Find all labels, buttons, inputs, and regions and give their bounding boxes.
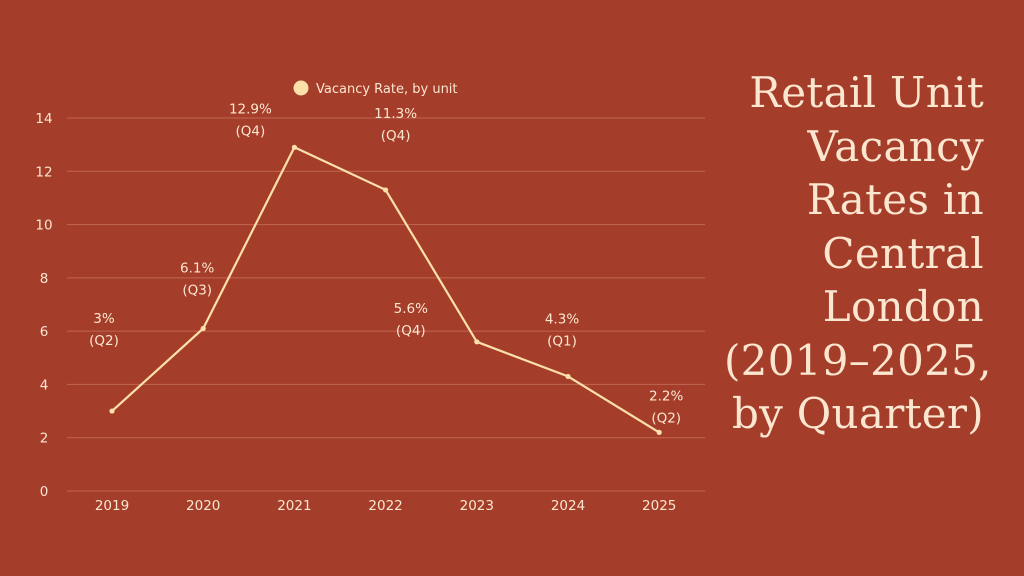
data-label: 2.2% (Q2) <box>649 388 683 426</box>
data-label: 11.3% (Q4) <box>374 106 417 144</box>
x-tick-label: 2022 <box>368 498 402 514</box>
data-point <box>474 339 480 345</box>
title-line: London <box>822 282 984 331</box>
data-point <box>383 187 389 193</box>
x-tick-label: 2021 <box>277 498 311 514</box>
data-label: 4.3% (Q1) <box>545 311 579 349</box>
data-point <box>565 373 571 380</box>
data-label-line: (Q4) <box>381 128 411 144</box>
title-line: Retail Unit <box>749 68 984 117</box>
data-point <box>291 144 297 150</box>
legend: Vacancy Rate, by unit <box>293 80 458 97</box>
y-tick-label: 2 <box>40 431 49 447</box>
data-label-line: 11.3% <box>374 106 417 122</box>
data-label-line: 12.9% <box>229 101 272 117</box>
data-label-line: 4.3% <box>545 311 579 327</box>
data-label: 3% (Q2) <box>89 311 119 349</box>
data-label-line: (Q4) <box>396 323 426 339</box>
legend-marker <box>293 80 309 96</box>
grid-lines <box>67 117 705 492</box>
title-line: (2019–2025, <box>724 335 992 385</box>
data-label-line: (Q1) <box>547 333 577 349</box>
data-point <box>656 429 662 435</box>
title-line: Vacancy <box>807 121 984 171</box>
data-label: 6.1% (Q3) <box>180 260 214 298</box>
title-line: Central <box>822 228 984 278</box>
data-point <box>109 408 115 414</box>
x-tick-label: 2023 <box>460 498 494 514</box>
y-tick-label: 14 <box>35 111 52 127</box>
y-tick-label: 4 <box>40 377 49 393</box>
x-tick-label: 2020 <box>186 498 220 514</box>
y-tick-label: 6 <box>40 324 49 340</box>
y-tick-label: 10 <box>35 218 52 234</box>
data-label-line: (Q2) <box>651 410 681 426</box>
y-axis-ticks: 0 2 4 6 8 10 12 14 <box>35 111 52 500</box>
data-label-line: (Q4) <box>236 123 266 139</box>
data-label-line: 2.2% <box>649 388 683 404</box>
data-labels: 3% (Q2) 6.1% (Q3) 12.9% (Q4) 11.3% (Q4) 5.6% (Q4)… <box>89 101 683 426</box>
x-tick-label: 2019 <box>95 498 129 514</box>
data-label-line: 3% <box>93 311 115 327</box>
y-tick-label: 0 <box>40 484 49 500</box>
x-axis-ticks: 2019 2020 2021 2022 2023 2024 2025 <box>95 498 677 514</box>
legend-label: Vacancy Rate, by unit <box>316 82 458 97</box>
x-tick-label: 2025 <box>642 498 676 514</box>
data-point <box>200 325 206 332</box>
data-label: 12.9% (Q4) <box>229 101 272 139</box>
title-line: Rates in <box>806 175 984 224</box>
series-vacancy-rate <box>109 144 662 435</box>
chart-title: Retail Unit Vacancy Rates in Central Lon… <box>724 66 992 441</box>
title-line: by Quarter) <box>731 389 984 438</box>
x-tick-label: 2024 <box>551 498 585 514</box>
data-label: 5.6% (Q4) <box>394 301 428 339</box>
data-label-line: (Q3) <box>182 282 212 298</box>
data-label-line: 6.1% <box>180 260 214 276</box>
y-tick-label: 8 <box>40 271 49 287</box>
data-label-line: (Q2) <box>89 333 119 349</box>
y-tick-label: 12 <box>35 164 52 180</box>
data-label-line: 5.6% <box>394 301 428 317</box>
